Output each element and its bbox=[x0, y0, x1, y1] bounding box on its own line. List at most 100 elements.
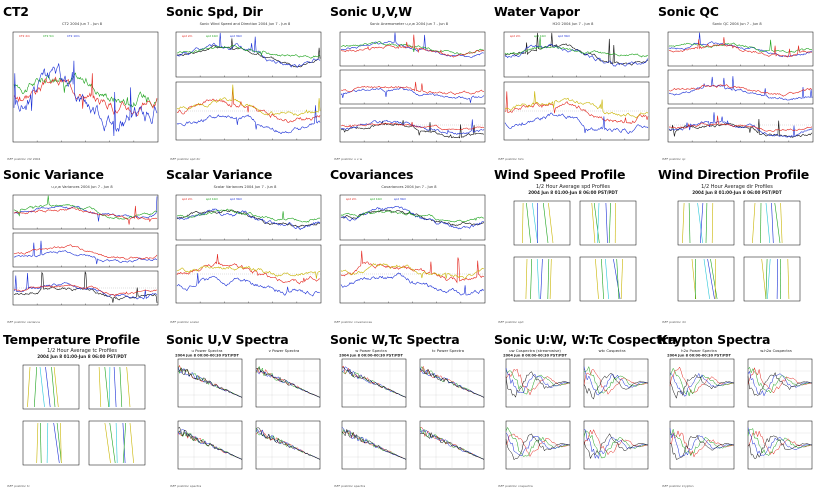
plot-title-sonic-qc[interactable]: Sonic QC bbox=[658, 4, 719, 19]
thumbnail-sonic-wtc-spectra[interactable]: w Power Spectra 2004 Jun 8 00:00-00:30 P… bbox=[330, 347, 488, 489]
profile-line bbox=[703, 258, 710, 300]
profile-line bbox=[532, 202, 538, 244]
profile-line bbox=[593, 202, 600, 244]
spectrum-line bbox=[505, 371, 571, 398]
plot-frame bbox=[12, 232, 159, 268]
series-line bbox=[504, 112, 649, 135]
profile-line bbox=[597, 202, 600, 244]
profile-line bbox=[60, 422, 62, 464]
profile-line bbox=[616, 258, 620, 300]
profile-line bbox=[710, 258, 718, 300]
thumbnail-footer: ISFF postdoc u v w bbox=[334, 157, 363, 161]
thumbnail-wind-speed-profile[interactable]: 1/2 Hour Average spd Profiles 2004 Jun 8… bbox=[494, 183, 652, 325]
plot-title-water-vapor[interactable]: Water Vapor bbox=[494, 4, 580, 19]
series-line bbox=[13, 205, 158, 225]
thumbnail-footer: ISFF postdoc covariances bbox=[334, 320, 372, 324]
thumbnail-temperature-profile[interactable]: 1/2 Hour Average tc Profiles 2004 Jun 8 … bbox=[3, 347, 161, 489]
thumbnail-footer: ISFF postdoc tc bbox=[7, 484, 30, 488]
spectrum-line bbox=[341, 428, 407, 460]
plot-title-sonic-uvw[interactable]: Sonic U,V,W bbox=[330, 4, 412, 19]
series-line bbox=[668, 112, 813, 138]
plot-frame bbox=[339, 69, 486, 105]
thumbnail-footer: ISFF postdoc ct2 2004 bbox=[7, 157, 40, 161]
profile-line bbox=[707, 258, 715, 300]
thumbnail-head: h2o Power Spectra bbox=[681, 348, 717, 353]
series-line bbox=[176, 105, 321, 134]
plot-title-sonic-wtc-spectra[interactable]: Sonic W,Tc Spectra bbox=[330, 332, 460, 347]
thumbnail-sonic-spd-dir[interactable]: Sonic Wind Speed and Direction 2004 Jun … bbox=[166, 20, 324, 162]
profile-line bbox=[697, 202, 703, 244]
profile-line bbox=[126, 366, 131, 408]
series-line bbox=[340, 272, 485, 296]
profile-line bbox=[605, 202, 608, 244]
thumbnail-head: 1/2 Hour Average dir Profiles bbox=[701, 184, 773, 190]
profile-line bbox=[682, 202, 685, 244]
series-line bbox=[13, 240, 157, 265]
thumbnail-ct2[interactable]: CT2 2004 Jun 7 - Jun 8 ISFF postdoc ct2 … bbox=[3, 20, 161, 162]
profile-line bbox=[46, 422, 49, 464]
profile-line bbox=[613, 258, 621, 300]
profile-line bbox=[780, 202, 783, 244]
thumbnail-head: Sonic Anemometer u,v,w 2004 Jun 7 - Jun … bbox=[370, 22, 449, 26]
profile-line bbox=[601, 258, 604, 300]
plot-title-temperature-profile[interactable]: Temperature Profile bbox=[3, 332, 140, 347]
plot-title-wind-direction-profile[interactable]: Wind Direction Profile bbox=[658, 167, 810, 182]
plot-title-sonic-spd-dir[interactable]: Sonic Spd, Dir bbox=[166, 4, 263, 19]
plot-title-sonic-uw-wtc-cospectra[interactable]: Sonic U:W, W:Tc Cospectra bbox=[494, 332, 677, 347]
thumbnail-head: 1/2 Hour Average spd Profiles bbox=[536, 184, 610, 190]
series-line bbox=[13, 271, 158, 304]
thumbnail-sonic-qc[interactable]: Sonic QC 2004 Jun 7 - Jun 8 ISFF postdoc… bbox=[658, 20, 816, 162]
profile-line bbox=[526, 202, 531, 244]
thumbnail-covariances[interactable]: Covariances 2004 Jun 7 - Jun 8 ISFF post… bbox=[330, 183, 488, 325]
plot-frame bbox=[12, 194, 159, 230]
profile-line bbox=[605, 258, 609, 300]
plot-title-ct2[interactable]: CT2 bbox=[3, 4, 29, 19]
plot-frame bbox=[22, 364, 80, 410]
spectrum-line bbox=[583, 372, 649, 400]
spectrum-line bbox=[419, 428, 485, 460]
plot-title-sonic-uv-spectra[interactable]: Sonic U,V Spectra bbox=[166, 332, 289, 347]
spectrum-line bbox=[419, 431, 485, 460]
spectrum-line bbox=[505, 426, 570, 457]
thumbnail-wind-direction-profile[interactable]: 1/2 Hour Average dir Profiles 2004 Jun 8… bbox=[658, 183, 816, 325]
plot-title-krypton-spectra[interactable]: Krypton Spectra bbox=[658, 332, 771, 347]
thumbnail-sonic-variance[interactable]: u,v,w Variances 2004 Jun 7 - Jun 8 ISFF … bbox=[3, 183, 161, 325]
thumbnail-head: u Power Spectra bbox=[192, 348, 223, 353]
legend-label: spd 30m bbox=[230, 197, 242, 201]
spectrum-line bbox=[583, 366, 649, 396]
thumbnail-sonic-uvw[interactable]: Sonic Anemometer u,v,w 2004 Jun 7 - Jun … bbox=[330, 20, 488, 162]
thumbnail-head: Sonic QC 2004 Jun 7 - Jun 8 bbox=[712, 22, 762, 26]
spectrum-line bbox=[583, 433, 649, 460]
profile-line bbox=[705, 202, 708, 244]
series-line bbox=[340, 210, 485, 223]
series-line bbox=[340, 121, 485, 131]
plot-frame bbox=[667, 31, 814, 67]
series-line bbox=[340, 81, 485, 95]
spectrum-line bbox=[177, 367, 243, 398]
series-line bbox=[668, 37, 812, 58]
series-line bbox=[504, 43, 649, 67]
plot-title-wind-speed-profile[interactable]: Wind Speed Profile bbox=[494, 167, 626, 182]
thumbnail-subhead: 2004 Jun 8 01:00-Jun 8 06:00 PST/PDT bbox=[692, 190, 782, 195]
series-line bbox=[13, 60, 158, 137]
thumbnail-krypton-spectra[interactable]: h2o Power Spectra 2004 Jun 8 00:00-00:30… bbox=[658, 347, 816, 489]
spectrum-line bbox=[177, 426, 243, 460]
thumbnail-subhead: w.h2o Cospectra bbox=[760, 348, 791, 353]
legend-label: spd 30m bbox=[394, 197, 406, 201]
profile-line bbox=[595, 258, 599, 300]
thumbnail-sonic-uw-wtc-cospectra[interactable]: uw Cospectra (streamwise) 2004 Jun 8 00:… bbox=[494, 347, 652, 489]
series-line bbox=[340, 34, 485, 58]
plot-title-scalar-variance[interactable]: Scalar Variance bbox=[166, 167, 273, 182]
thumbnail-water-vapor[interactable]: H2O 2004 Jun 7 - Jun 8 ISFF postdoc h2o … bbox=[494, 20, 652, 162]
series-line bbox=[668, 32, 813, 58]
thumbnail-footer: ISFF postdoc spectra bbox=[170, 484, 201, 488]
thumbnail-sonic-uv-spectra[interactable]: u Power Spectra 2004 Jun 8 00:00-00:30 P… bbox=[166, 347, 324, 489]
thumbnail-scalar-variance[interactable]: Scalar Variances 2004 Jun 7 - Jun 8 ISFF… bbox=[166, 183, 324, 325]
plot-frame bbox=[339, 194, 486, 241]
profile-line bbox=[53, 422, 60, 464]
spectrum-line bbox=[419, 368, 485, 398]
plot-title-sonic-variance[interactable]: Sonic Variance bbox=[3, 167, 104, 182]
legend-label: spd 30m bbox=[558, 34, 570, 38]
plot-title-covariances[interactable]: Covariances bbox=[330, 167, 414, 182]
profile-line bbox=[104, 422, 111, 464]
